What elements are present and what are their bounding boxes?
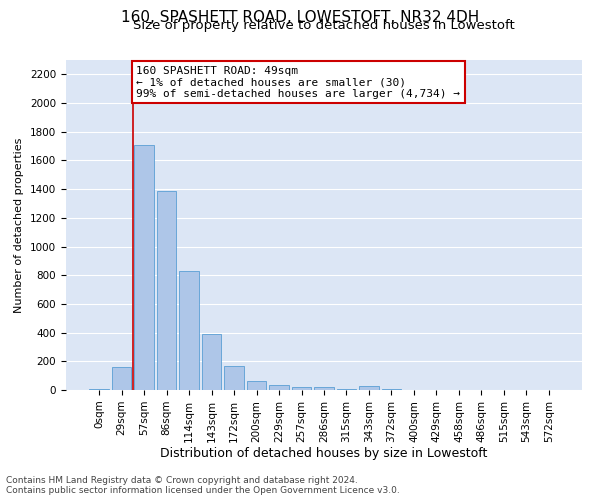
X-axis label: Distribution of detached houses by size in Lowestoft: Distribution of detached houses by size … bbox=[160, 448, 488, 460]
Bar bbox=[269, 385, 289, 390]
Bar bbox=[112, 367, 131, 390]
Text: Contains HM Land Registry data © Crown copyright and database right 2024.
Contai: Contains HM Land Registry data © Crown c… bbox=[6, 476, 400, 495]
Bar bbox=[292, 387, 311, 390]
Bar bbox=[314, 388, 334, 390]
Bar bbox=[202, 334, 221, 390]
Bar bbox=[247, 380, 266, 390]
Text: 160 SPASHETT ROAD: 49sqm
← 1% of detached houses are smaller (30)
99% of semi-de: 160 SPASHETT ROAD: 49sqm ← 1% of detache… bbox=[136, 66, 460, 99]
Bar bbox=[359, 386, 379, 390]
Y-axis label: Number of detached properties: Number of detached properties bbox=[14, 138, 25, 312]
Bar bbox=[134, 144, 154, 390]
Bar bbox=[382, 389, 401, 390]
Bar bbox=[89, 388, 109, 390]
Bar bbox=[179, 271, 199, 390]
Bar bbox=[224, 366, 244, 390]
Title: Size of property relative to detached houses in Lowestoft: Size of property relative to detached ho… bbox=[133, 20, 515, 32]
Bar bbox=[157, 190, 176, 390]
Text: 160, SPASHETT ROAD, LOWESTOFT, NR32 4DH: 160, SPASHETT ROAD, LOWESTOFT, NR32 4DH bbox=[121, 10, 479, 25]
